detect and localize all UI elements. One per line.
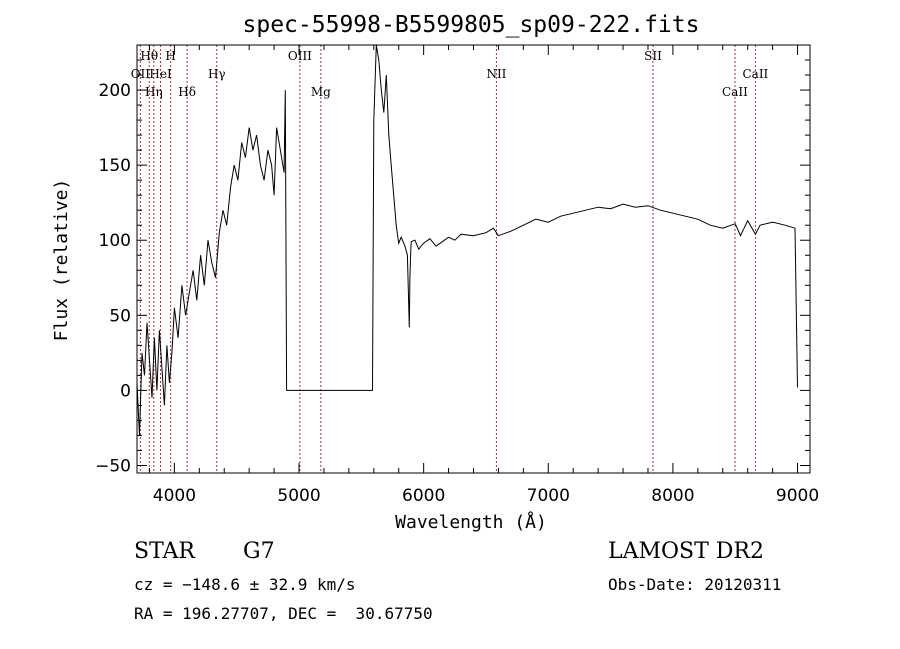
x-tick-label: 6000 bbox=[402, 486, 445, 506]
spectral-line-label: CaII bbox=[742, 67, 768, 81]
spectral-line-label: CaII bbox=[722, 85, 748, 99]
spectral-line-label: NII bbox=[486, 67, 506, 81]
spectral-line-label: Hη bbox=[145, 85, 163, 99]
x-tick-label: 4000 bbox=[153, 486, 196, 506]
spectral-line-label: H bbox=[165, 49, 175, 63]
y-tick-label: −50 bbox=[95, 456, 131, 476]
spectral-line-label: Mg bbox=[311, 85, 331, 99]
x-axis-label: Wavelength (Å) bbox=[395, 511, 547, 533]
spectral-line-markers bbox=[139, 45, 756, 473]
axis-ticks bbox=[137, 45, 810, 473]
spectral-line-label: Hδ bbox=[178, 85, 196, 99]
y-tick-labels: −50 0 50 100 150 200 bbox=[95, 81, 131, 476]
x-tick-labels: 4000 5000 6000 7000 8000 9000 bbox=[153, 486, 819, 506]
x-tick-label: 7000 bbox=[527, 486, 570, 506]
x-tick-label: 8000 bbox=[651, 486, 694, 506]
spectral-line-label: OII bbox=[131, 67, 151, 81]
y-tick-label: 200 bbox=[99, 81, 131, 101]
spectral-line-label: SII bbox=[644, 49, 662, 63]
survey-name: LAMOST DR2 bbox=[608, 539, 764, 564]
y-tick-label: 50 bbox=[109, 306, 131, 326]
spectral-line-label: Hθ bbox=[140, 49, 158, 63]
x-tick-label: 9000 bbox=[776, 486, 819, 506]
x-tick-label: 5000 bbox=[277, 486, 320, 506]
spectral-line-label: Hγ bbox=[208, 67, 226, 81]
y-tick-label: 0 bbox=[120, 381, 131, 401]
spectral-line-label: HeI bbox=[149, 67, 172, 81]
subclass: G7 bbox=[243, 539, 275, 564]
spectral-line-labels: Hθ H OII HeI Hγ Hη Hδ OIII Mg NII SII CaII CaII bbox=[131, 49, 769, 99]
coordinates: RA = 196.27707, DEC = 30.67750 bbox=[134, 604, 433, 623]
y-axis-label: Flux (relative) bbox=[51, 179, 72, 342]
spectral-line-label: OIII bbox=[288, 49, 312, 63]
spectrum-line bbox=[137, 45, 798, 436]
observation-date: Obs-Date: 20120311 bbox=[608, 575, 782, 594]
object-class: STAR bbox=[134, 539, 195, 564]
y-tick-label: 100 bbox=[99, 231, 131, 251]
redshift-velocity: cz = −148.6 ± 32.9 km/s bbox=[134, 575, 356, 594]
plot-frame bbox=[136, 44, 811, 474]
y-tick-label: 150 bbox=[99, 156, 131, 176]
chart-title: spec-55998-B5599805_sp09-222.fits bbox=[243, 12, 700, 38]
